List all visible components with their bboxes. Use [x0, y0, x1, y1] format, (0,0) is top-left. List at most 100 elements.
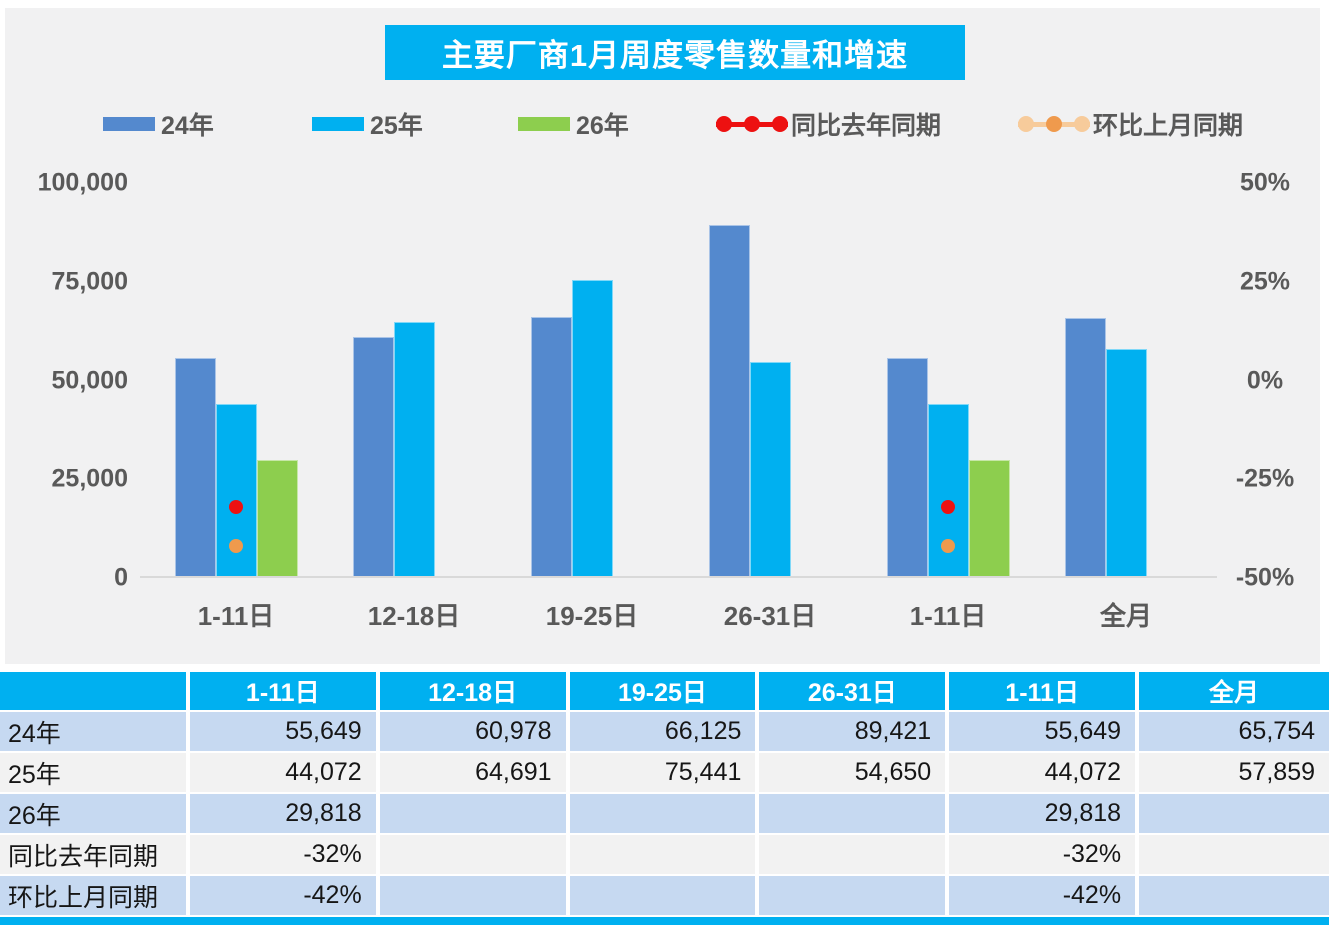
table-cell: [379, 876, 570, 917]
right-axis-tick: 0%: [1246, 366, 1284, 394]
legend-item-yoy: 同比去年同期: [716, 110, 941, 140]
bar-24年: [530, 317, 572, 578]
x-category-label: 全月: [1099, 601, 1153, 631]
yoy-line-icon: [716, 116, 788, 132]
table-row-环比上月同期: 环比上月同期 -42% -42%: [0, 876, 1329, 917]
data-table: 1-11日 12-18日 19-25日 26-31日 1-11日 全月 24年 5…: [0, 672, 1329, 917]
table-cell: -32%: [949, 835, 1140, 876]
x-category-label: 1-11日: [197, 601, 275, 631]
table-cell: 44,072: [189, 753, 380, 794]
table-cell: [1139, 794, 1329, 835]
legend-swatch-26: [518, 117, 570, 131]
left-axis-tick: 50,000: [51, 366, 128, 394]
table-cell: 64,691: [379, 753, 570, 794]
x-category-label: 1-11日: [909, 601, 987, 631]
mom-dot: [229, 539, 243, 553]
table-cell: 55,649: [949, 712, 1140, 753]
legend-item-25: 25年: [312, 110, 423, 140]
bar-25年: [1105, 349, 1147, 578]
bar-group-12-18日: [352, 183, 476, 578]
left-axis-tick: 25,000: [51, 464, 128, 493]
mom-dot: [941, 539, 955, 553]
legend-swatch-24: [103, 117, 155, 131]
legend-label-yoy: 同比去年同期: [791, 112, 942, 140]
x-axis-labels: 1-11日 12-18日 19-25日 26-31日 1-11日 全月: [5, 596, 1320, 636]
right-axis-tick: -25%: [1235, 464, 1295, 493]
bar-25年: [749, 362, 791, 578]
table-cell: [569, 794, 760, 835]
table-row-24年: 24年 55,649 60,978 66,125 89,421 55,649 65,754: [0, 712, 1329, 753]
data-table-region: 1-11日 12-18日 19-25日 26-31日 1-11日 全月 24年 5…: [0, 672, 1329, 925]
legend-label-mom: 环比上月同期: [1093, 112, 1244, 140]
bar-group-1-11日: [174, 183, 298, 578]
table-cell: [1139, 835, 1329, 876]
row-label: 24年: [0, 712, 190, 753]
table-cell: 89,421: [759, 712, 950, 753]
table-cell: -32%: [189, 835, 380, 876]
table-cell: 57,859: [1139, 753, 1329, 794]
legend-label-24: 24年: [161, 112, 214, 140]
table-cell: [569, 876, 760, 917]
table-header-cell: 1-11日: [189, 672, 380, 712]
table-header-cell: 26-31日: [759, 672, 950, 712]
row-label: 26年: [0, 794, 190, 835]
row-label: 25年: [0, 753, 190, 794]
legend-item-mom: 环比上月同期: [1018, 110, 1243, 140]
table-cell: 60,978: [379, 712, 570, 753]
table-cell: 54,650: [759, 753, 950, 794]
right-axis-tick: 50%: [1239, 168, 1291, 197]
right-axis-tick: -50%: [1235, 563, 1295, 592]
table-cell: [759, 876, 950, 917]
bar-24年: [886, 358, 928, 578]
bar-group-26-31日: [708, 183, 832, 578]
table-cell: [379, 794, 570, 835]
table-row-25年: 25年 44,072 64,691 75,441 54,650 44,072 57,859: [0, 753, 1329, 794]
table-header-row: 1-11日 12-18日 19-25日 26-31日 1-11日 全月: [0, 672, 1329, 712]
table-header-cell: 1-11日: [949, 672, 1140, 712]
table-cell: [379, 835, 570, 876]
table-cell: [569, 835, 760, 876]
table-row-26年: 26年 29,818 29,818: [0, 794, 1329, 835]
chart-panel: 主要厂商1月周度零售数量和增速 24年 25年 26年 同比去年同期 环比上月同…: [5, 8, 1320, 664]
bar-group-全月: [1064, 183, 1188, 578]
table-cell: 29,818: [949, 794, 1140, 835]
table-body: 1-11日 12-18日 19-25日 26-31日 1-11日 全月 24年 5…: [0, 672, 1329, 917]
legend-item-26: 26年: [518, 110, 629, 140]
chart-title: 主要厂商1月周度零售数量和增速: [385, 25, 965, 80]
table-cell: [759, 794, 950, 835]
left-axis-tick: 0: [114, 563, 128, 592]
row-label: 环比上月同期: [0, 876, 190, 917]
mom-line-icon: [1018, 116, 1090, 132]
table-cell: 66,125: [569, 712, 760, 753]
table-cell: [759, 835, 950, 876]
table-cell: 44,072: [949, 753, 1140, 794]
legend-label-26: 26年: [576, 112, 629, 140]
table-cell: [1139, 876, 1329, 917]
legend-item-24: 24年: [103, 110, 214, 140]
left-axis: 100,000 75,000 50,000 25,000 0: [5, 169, 128, 592]
right-axis-tick: 25%: [1239, 267, 1291, 296]
x-axis-line: [140, 576, 1217, 578]
left-axis-tick: 100,000: [37, 168, 128, 197]
table-cell: -42%: [189, 876, 380, 917]
table-cell: -42%: [949, 876, 1140, 917]
plot-area: [5, 183, 1320, 578]
row-label: 同比去年同期: [0, 835, 190, 876]
bar-group-1-11日: [886, 183, 1010, 578]
right-axis: 50% 25% 0% -25% -50%: [1210, 169, 1320, 592]
legend-swatch-25: [312, 117, 364, 131]
table-header-cell: [0, 672, 190, 712]
table-bottom-accent-bar: [0, 917, 1329, 925]
yoy-dot: [229, 500, 243, 514]
x-category-label: 12-18日: [367, 601, 461, 631]
bar-24年: [1064, 318, 1106, 578]
legend-label-25: 25年: [370, 112, 423, 140]
x-category-label: 26-31日: [723, 601, 817, 631]
bar-25年: [393, 322, 435, 578]
table-row-同比去年同期: 同比去年同期 -32% -32%: [0, 835, 1329, 876]
bar-26年: [256, 460, 298, 578]
bar-25年: [571, 280, 613, 578]
table-cell: 65,754: [1139, 712, 1329, 753]
table-header-cell: 12-18日: [379, 672, 570, 712]
table-cell: 55,649: [189, 712, 380, 753]
